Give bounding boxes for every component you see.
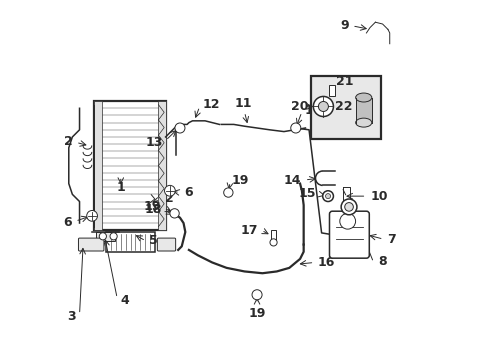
Circle shape — [169, 209, 179, 218]
Circle shape — [325, 194, 330, 199]
Text: 7: 7 — [386, 233, 395, 246]
Bar — [158, 101, 165, 230]
Text: 22: 22 — [334, 100, 352, 113]
Text: 19: 19 — [143, 200, 160, 213]
Text: 18: 18 — [144, 203, 162, 216]
Text: 11: 11 — [235, 97, 252, 110]
Circle shape — [164, 185, 175, 196]
Circle shape — [269, 239, 277, 246]
Text: 21: 21 — [335, 75, 353, 88]
Text: 14: 14 — [283, 174, 301, 186]
Text: 2: 2 — [164, 192, 173, 205]
Text: 16: 16 — [317, 256, 335, 269]
FancyBboxPatch shape — [329, 211, 368, 258]
Text: 6: 6 — [63, 216, 72, 229]
Bar — [328, 85, 335, 96]
Ellipse shape — [355, 118, 371, 127]
Circle shape — [341, 199, 356, 215]
Text: 9: 9 — [340, 19, 348, 32]
Circle shape — [223, 188, 233, 197]
Bar — [94, 101, 102, 230]
Text: 12: 12 — [202, 98, 219, 111]
Text: 8: 8 — [377, 255, 386, 268]
Text: 1: 1 — [116, 181, 125, 194]
Text: 3: 3 — [67, 310, 76, 323]
Text: 6: 6 — [184, 186, 192, 199]
Circle shape — [99, 233, 106, 240]
FancyBboxPatch shape — [78, 238, 104, 251]
Circle shape — [339, 213, 355, 229]
Bar — [94, 101, 165, 230]
Text: 19: 19 — [248, 307, 265, 320]
Circle shape — [322, 191, 333, 202]
Bar — [96, 232, 115, 241]
Circle shape — [313, 96, 333, 117]
Circle shape — [251, 290, 262, 300]
Ellipse shape — [355, 93, 371, 102]
Bar — [310, 76, 380, 139]
Bar — [106, 232, 155, 252]
Circle shape — [110, 233, 117, 240]
Text: 2: 2 — [64, 135, 73, 148]
Text: 4: 4 — [121, 294, 129, 307]
Bar — [271, 230, 275, 240]
Text: 17: 17 — [240, 224, 257, 237]
Text: 20: 20 — [290, 100, 308, 113]
Text: 19: 19 — [231, 174, 249, 186]
Text: 5: 5 — [149, 234, 158, 247]
Circle shape — [344, 203, 353, 211]
Text: 10: 10 — [370, 190, 387, 203]
Circle shape — [175, 123, 184, 133]
FancyBboxPatch shape — [157, 238, 175, 251]
Circle shape — [86, 211, 97, 221]
Bar — [355, 98, 371, 123]
Circle shape — [290, 123, 300, 133]
Text: 13: 13 — [145, 136, 163, 149]
Circle shape — [318, 102, 328, 112]
Text: 15: 15 — [298, 187, 316, 200]
Text: 13: 13 — [304, 104, 321, 117]
